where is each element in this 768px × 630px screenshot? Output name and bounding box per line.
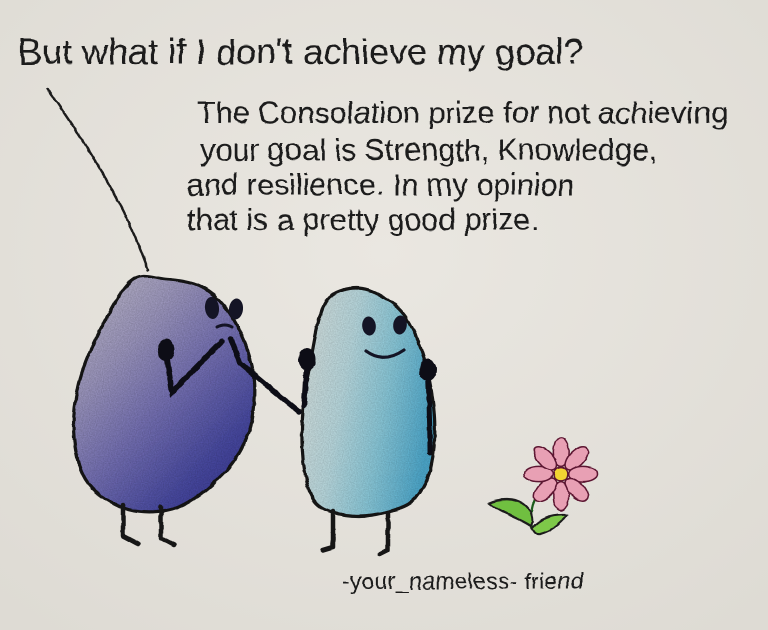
svg-text:-your_nameless- friend: -your_nameless- friend [342, 568, 584, 594]
svg-text:But what if I don't achieve my: But what if I don't achieve my goal? [18, 31, 583, 72]
svg-text:The Consolation prize for not: The Consolation prize for not achieving [197, 96, 728, 130]
svg-text:that is a pretty good prize.: that is a pretty good prize. [187, 203, 539, 237]
svg-text:and resilience. In my opinion: and resilience. In my opinion [187, 168, 575, 202]
svg-text:your goal is Strength, Knowled: your goal is Strength, Knowledge, [200, 133, 658, 167]
